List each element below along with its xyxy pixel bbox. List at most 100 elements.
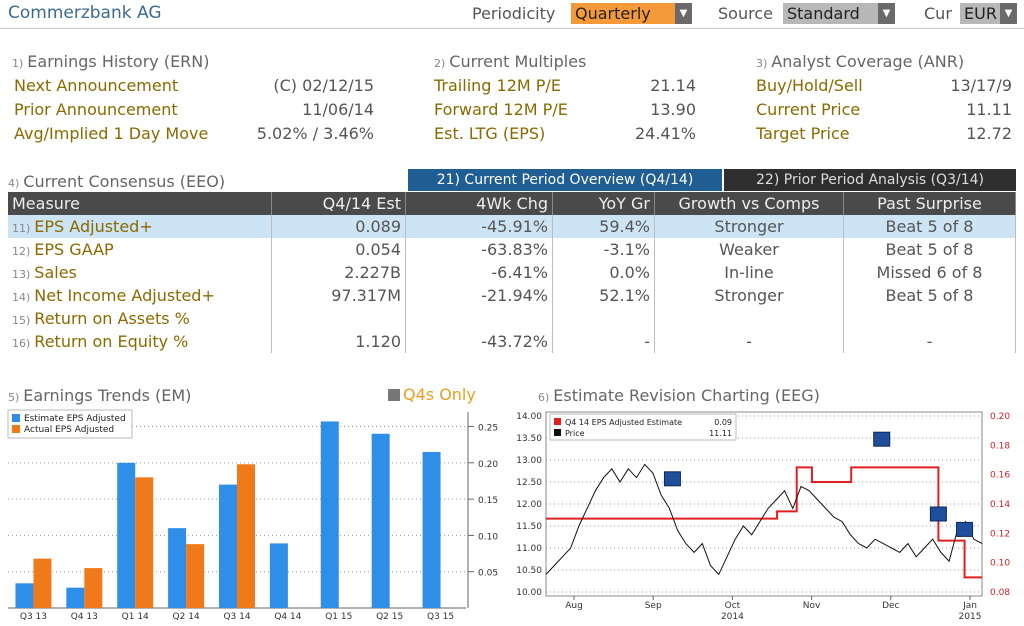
trailing-pe-label: Trailing 12M P/E	[434, 76, 561, 95]
bar-estimate[interactable]	[66, 587, 85, 608]
legend-box	[7, 409, 133, 439]
x-tick-label: Q3 14	[223, 612, 250, 622]
current-consensus-title[interactable]: 4) Current Consensus (EEO)	[8, 172, 226, 191]
trailing-pe-value: 21.14	[650, 76, 696, 95]
cell-estimate: 1.120	[271, 330, 406, 353]
x-tick-label: Q2 14	[173, 612, 200, 622]
cell-growth-vs-comps: -	[654, 330, 844, 353]
table-row[interactable]: 16) Return on Equity % 1.120 -43.72% - - -	[8, 330, 1016, 353]
cell-measure[interactable]: 16) Return on Equity %	[8, 330, 272, 353]
legend-label: Q4 14 EPS Adjusted Estimate	[565, 418, 682, 427]
col-yoy-gr[interactable]: YoY Gr	[552, 192, 655, 215]
table-row[interactable]: 15) Return on Assets %	[8, 307, 1016, 330]
revision-marker-icon[interactable]	[929, 506, 947, 522]
y-tick-label: 0.20	[478, 460, 498, 470]
bar-estimate[interactable]	[219, 484, 237, 608]
tab-prior-period[interactable]: 22) Prior Period Analysis (Q3/14)	[724, 169, 1016, 191]
x-tick-label: Q4 14	[274, 612, 301, 622]
estimate-revision-title[interactable]: 6) Estimate Revision Charting (EEG)	[538, 386, 820, 405]
right-tick-label: 0.08	[990, 588, 1010, 598]
analyst-coverage-title[interactable]: 3) Analyst Coverage (ANR)	[756, 52, 965, 71]
cell-4wk-chg: -45.91%	[405, 215, 553, 238]
earnings-history-title[interactable]: 1) Earnings History (ERN)	[12, 52, 210, 71]
cell-growth-vs-comps	[654, 307, 844, 330]
cell-yoy-gr: 59.4%	[552, 215, 655, 238]
revision-marker-icon[interactable]	[663, 471, 681, 487]
prior-announcement-label: Prior Announcement	[14, 100, 178, 119]
avg-move-label: Avg/Implied 1 Day Move	[14, 124, 209, 143]
revision-marker-icon[interactable]	[873, 431, 891, 447]
bar-estimate[interactable]	[117, 462, 136, 608]
cell-measure[interactable]: 15) Return on Assets %	[8, 307, 272, 330]
q4s-only-label[interactable]: Q4s Only	[403, 385, 476, 404]
periodicity-label: Periodicity	[472, 4, 556, 23]
table-row[interactable]: 11) EPS Adjusted+ 0.089 -45.91% 59.4% Stronge…	[8, 215, 1016, 238]
bar-actual[interactable]	[135, 477, 154, 608]
x-tick-label: Q3 15	[427, 612, 454, 622]
bar-estimate[interactable]	[15, 583, 34, 608]
bar-actual[interactable]	[33, 558, 52, 608]
x-tick-label: Q1 14	[122, 612, 149, 622]
revision-marker-icon[interactable]	[956, 521, 974, 537]
price-line[interactable]	[545, 463, 983, 576]
table-row[interactable]: 14) Net Income Adjusted+ 97.317M -21.94% 52.…	[8, 284, 1016, 307]
tab-current-period[interactable]: 21) Current Period Overview (Q4/14)	[408, 169, 722, 191]
cell-measure[interactable]: 13) Sales	[8, 261, 272, 284]
legend-swatch	[554, 418, 561, 425]
cell-measure[interactable]: 11) EPS Adjusted+	[8, 215, 272, 238]
x-tick-label: Q4 13	[71, 612, 98, 622]
estimate-line[interactable]	[546, 466, 982, 579]
cell-estimate: 97.317M	[271, 284, 406, 307]
bar-estimate[interactable]	[422, 451, 441, 608]
target-price-label: Target Price	[756, 124, 850, 143]
x-tick-label: Sep	[645, 601, 662, 611]
cell-growth-vs-comps: Stronger	[654, 215, 844, 238]
bar-actual[interactable]	[237, 464, 255, 608]
x-tick-label: Q3 13	[20, 612, 47, 622]
ltg-eps-label: Est. LTG (EPS)	[434, 124, 546, 143]
cell-yoy-gr: -3.1%	[552, 238, 655, 261]
bar-estimate[interactable]	[269, 543, 288, 608]
cell-yoy-gr: -	[552, 330, 655, 353]
source-select[interactable]: Standard	[783, 3, 881, 24]
legend-swatch	[554, 429, 561, 436]
currency-label: Cur	[924, 4, 952, 23]
col-measure[interactable]: Measure	[8, 192, 272, 215]
col-past-surprise[interactable]: Past Surprise	[843, 192, 1016, 215]
x-year-label: 2014	[721, 612, 744, 622]
left-tick-label: 13.00	[516, 456, 542, 466]
q4s-only-checkbox[interactable]	[388, 389, 400, 401]
cell-past-surprise: Beat 5 of 8	[843, 215, 1016, 238]
right-tick-label: 0.14	[990, 500, 1010, 510]
avg-move-value: 5.02% / 3.46%	[256, 124, 374, 143]
header-bar	[0, 0, 1024, 29]
cell-past-surprise	[843, 307, 1016, 330]
bar-actual[interactable]	[186, 544, 205, 608]
y-tick-label: 0.10	[478, 532, 498, 542]
table-row[interactable]: 12) EPS GAAP 0.054 -63.83% -3.1% Weaker Beat 5…	[8, 238, 1016, 261]
cell-measure[interactable]: 14) Net Income Adjusted+	[8, 284, 272, 307]
ltg-eps-value: 24.41%	[634, 124, 696, 143]
cell-4wk-chg: -6.41%	[405, 261, 553, 284]
cell-past-surprise: Missed 6 of 8	[843, 261, 1016, 284]
bar-estimate[interactable]	[371, 433, 390, 608]
periodicity-dropdown-icon[interactable]: ▼	[675, 3, 692, 24]
legend-swatch	[12, 425, 20, 433]
cell-measure[interactable]: 12) EPS GAAP	[8, 238, 272, 261]
bar-estimate[interactable]	[168, 528, 187, 608]
cell-growth-vs-comps: Weaker	[654, 238, 844, 261]
currency-dropdown-icon[interactable]: ▼	[1000, 3, 1017, 24]
left-tick-label: 13.50	[516, 434, 542, 444]
current-multiples-title: 2) Current Multiples	[434, 52, 587, 71]
col-estimate[interactable]: Q4/14 Est	[271, 192, 406, 215]
earnings-trends-title[interactable]: 5) Earnings Trends (EM)	[8, 386, 192, 405]
currency-select[interactable]: EUR	[960, 3, 1002, 24]
col-growth-vs-comps[interactable]: Growth vs Comps	[654, 192, 844, 215]
table-row[interactable]: 13) Sales 2.227B -6.41% 0.0% In-line Missed 6 …	[8, 261, 1016, 284]
cell-estimate	[271, 307, 406, 330]
bar-estimate[interactable]	[320, 421, 339, 608]
source-dropdown-icon[interactable]: ▼	[878, 3, 895, 24]
col-4wk-chg[interactable]: 4Wk Chg	[405, 192, 553, 215]
periodicity-select[interactable]: Quarterly	[571, 3, 677, 24]
bar-actual[interactable]	[84, 568, 103, 608]
